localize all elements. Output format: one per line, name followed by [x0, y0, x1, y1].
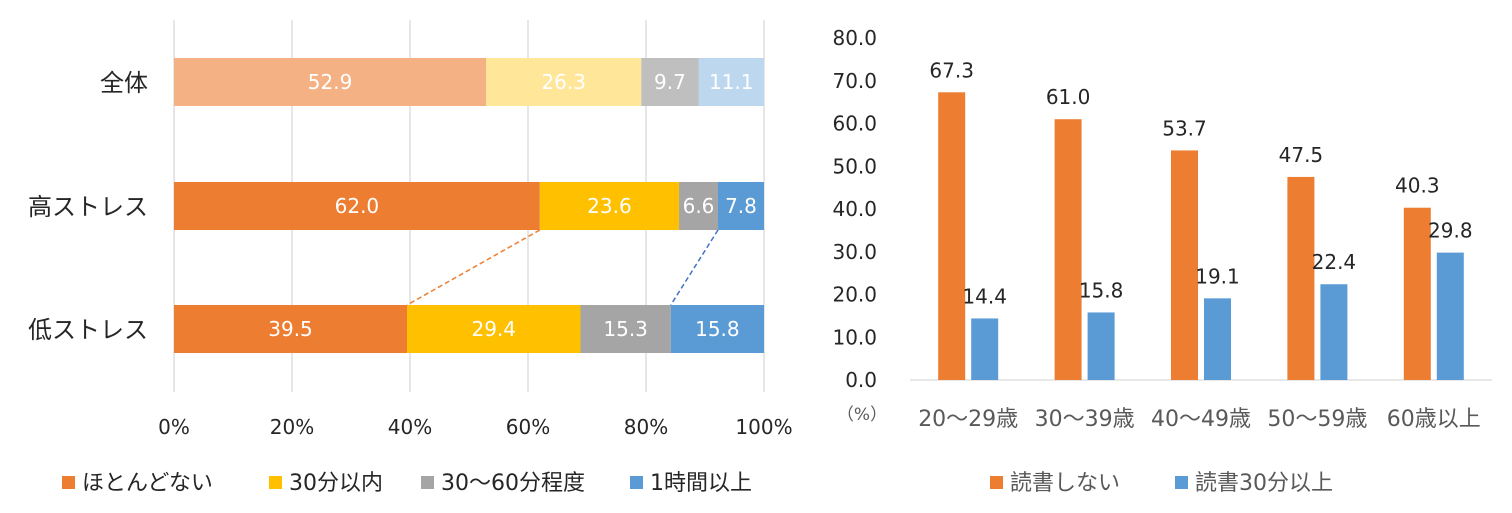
- legend-label: 1時間以上: [650, 471, 752, 496]
- data-label: 22.4: [1312, 250, 1357, 274]
- legend-swatch: [269, 476, 282, 489]
- data-label: 39.5: [268, 317, 313, 341]
- category-label: 低ストレス: [28, 316, 148, 344]
- data-label: 29.8: [1428, 219, 1473, 243]
- bar-segment: [174, 305, 408, 353]
- x-tick-label: 100%: [735, 415, 792, 439]
- bar-segment: [174, 182, 540, 230]
- data-label: 23.6: [587, 194, 632, 218]
- bar-segment: [679, 182, 718, 230]
- y-tick-label: 0.0: [845, 368, 877, 392]
- x-tick-label: 20～29歳: [918, 407, 1018, 432]
- bar: [1320, 284, 1348, 380]
- data-label: 15.8: [695, 317, 740, 341]
- data-label: 47.5: [1279, 143, 1324, 167]
- x-tick-label: 40%: [388, 415, 432, 439]
- x-tick-label: 80%: [624, 415, 668, 439]
- bar-segment: [174, 58, 487, 106]
- bar: [1054, 119, 1082, 380]
- bar: [971, 318, 999, 380]
- data-label: 9.7: [654, 70, 686, 94]
- bar: [1204, 298, 1231, 380]
- y-tick-label: 40.0: [832, 197, 877, 221]
- unit-label: （%）: [837, 405, 887, 425]
- bar: [1171, 150, 1198, 380]
- legend-label: 30分以内: [289, 471, 383, 496]
- data-label: 19.1: [1195, 264, 1240, 288]
- bar-segment: [407, 305, 581, 353]
- data-label: 53.7: [1162, 116, 1207, 140]
- bar: [1436, 252, 1464, 380]
- bar-segment: [580, 305, 671, 353]
- x-tick-label: 20%: [270, 415, 314, 439]
- x-tick-label: 60%: [506, 415, 550, 439]
- data-label: 62.0: [335, 194, 380, 218]
- y-tick-label: 20.0: [832, 283, 877, 307]
- x-tick-label: 50～59歳: [1267, 407, 1367, 432]
- legend-swatch: [62, 476, 75, 489]
- data-label: 15.8: [1079, 278, 1124, 302]
- y-tick-label: 60.0: [832, 112, 877, 136]
- x-tick-label: 60歳以上: [1387, 407, 1481, 432]
- data-label: 26.3: [541, 70, 586, 94]
- data-label: 67.3: [929, 58, 974, 82]
- x-tick-label: 0%: [158, 415, 190, 439]
- bar-segment: [486, 58, 642, 106]
- x-tick-label: 30～39歳: [1035, 407, 1135, 432]
- bar: [1403, 207, 1431, 380]
- data-label: 6.6: [683, 194, 715, 218]
- legend-swatch: [990, 476, 1003, 489]
- y-tick-label: 50.0: [832, 154, 877, 178]
- y-tick-label: 80.0: [832, 26, 877, 50]
- legend-swatch: [1175, 476, 1188, 489]
- data-label: 40.3: [1395, 174, 1440, 198]
- data-label: 52.9: [308, 70, 353, 94]
- connector-line: [406, 229, 541, 306]
- bar-segment: [698, 58, 764, 106]
- bar-segment: [539, 182, 680, 230]
- bar-segment: [717, 182, 764, 230]
- bar: [1087, 312, 1115, 380]
- y-tick-label: 70.0: [832, 69, 877, 93]
- legend-swatch: [421, 476, 434, 489]
- x-tick-label: 40～49歳: [1151, 407, 1251, 432]
- legend-label: 30～60分程度: [441, 471, 585, 496]
- stacked-bar-chart-stress: 52.9 26.3 9.7 11.1 全体 62.0 23.6 6.6 7.8 高ストレス 39.5…: [28, 20, 793, 496]
- bar: [938, 92, 966, 380]
- data-label: 11.1: [709, 70, 754, 94]
- legend-label: 読書しない: [1010, 471, 1120, 496]
- legend-swatch: [630, 476, 643, 489]
- legend-label: ほとんどない: [82, 471, 213, 496]
- category-label: 全体: [100, 69, 148, 97]
- data-label: 14.4: [962, 284, 1007, 308]
- bar: [1287, 176, 1315, 380]
- y-tick-label: 10.0: [832, 325, 877, 349]
- connector-line: [670, 229, 719, 306]
- y-tick-label: 30.0: [832, 240, 877, 264]
- bar-segment: [641, 58, 699, 106]
- bar-segment: [670, 305, 764, 353]
- data-label: 29.4: [472, 317, 517, 341]
- data-label: 7.8: [725, 194, 757, 218]
- data-label: 61.0: [1046, 85, 1091, 109]
- data-label: 15.3: [603, 317, 648, 341]
- bar-chart-age-reading: 0.0 10.0 20.0 30.0 40.0 50.0 60.0 70.0 80.0 67.3 1…: [832, 26, 1492, 496]
- category-label: 高ストレス: [28, 193, 148, 221]
- legend-label: 読書30分以上: [1195, 471, 1333, 496]
